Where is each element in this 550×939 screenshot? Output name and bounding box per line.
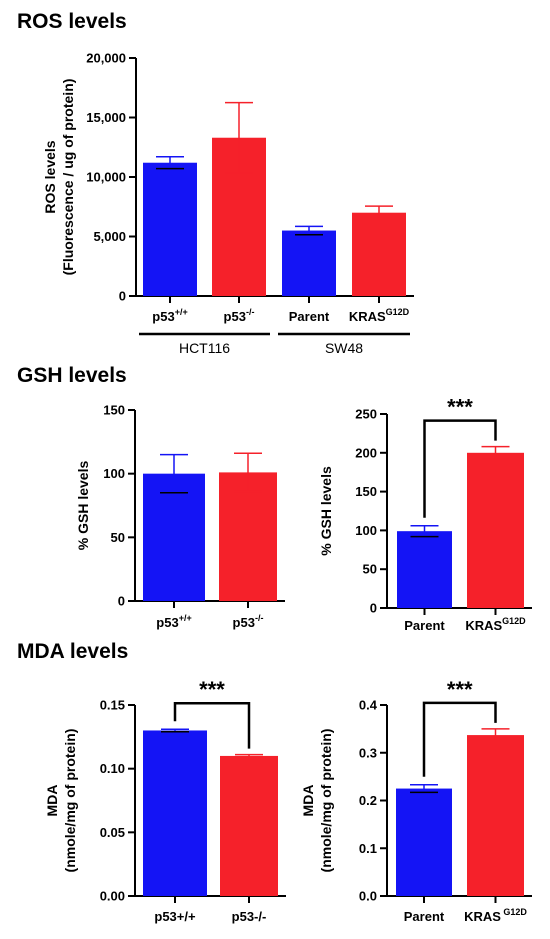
category-label: p53-/- <box>233 613 264 630</box>
significance-bracket <box>423 419 497 518</box>
y-tick-label: 100 <box>103 466 125 481</box>
bar <box>397 531 452 608</box>
bar <box>220 755 278 896</box>
y-axis-label: (nmole/mg of protein) <box>318 729 334 873</box>
category-label: p53-/- <box>232 909 267 924</box>
bar <box>219 472 277 601</box>
chart-gsh-sw48: 0 50 100 150 200 250 % GSH levels Parent KRASG12… <box>318 395 532 633</box>
y-axis-label: (nmole/mg of protein) <box>62 729 78 873</box>
bar <box>143 162 197 296</box>
y-tick-label: 0.15 <box>100 698 125 713</box>
significance-stars: *** <box>447 395 473 420</box>
y-axis-label: % GSH levels <box>75 461 91 551</box>
section-title-mda: MDA levels <box>17 640 129 663</box>
category-label: Parent <box>404 909 445 924</box>
y-tick-label: 100 <box>355 523 377 538</box>
category-label: Parent <box>404 618 445 633</box>
bar <box>143 730 207 896</box>
y-axis-label: ROS levels <box>42 140 58 213</box>
category-label: KRASG12D <box>349 307 410 324</box>
y-tick-label: 0.4 <box>359 698 378 713</box>
y-tick-label: 50 <box>363 562 377 577</box>
chart-mda-sw48: 0.0 0.1 0.2 0.3 0.4 MDA (nmole/mg of protein) P… <box>300 677 532 924</box>
bar <box>352 212 406 296</box>
y-tick-label: 0.00 <box>100 889 125 904</box>
y-tick-label: 20,000 <box>86 51 126 66</box>
bar <box>282 230 336 296</box>
y-axis-label: (Fluorescence / ug of protein) <box>60 79 76 276</box>
category-label: p53-/- <box>224 307 255 324</box>
chart-mda-hct116: 0.00 0.05 0.10 0.15 MDA (nmole/mg of protein)… <box>44 677 286 924</box>
y-tick-label: 150 <box>355 484 377 499</box>
category-label: KRAS G12D <box>464 907 527 924</box>
y-tick-label: 0 <box>118 594 125 609</box>
y-tick-label: 5,000 <box>93 229 126 244</box>
chart-ros: 0 5,000 10,000 15,000 20,000 ROS levels (Fluor… <box>42 51 414 356</box>
y-tick-label: 50 <box>111 530 125 545</box>
y-tick-label: 0.05 <box>100 825 125 840</box>
y-tick-label: 200 <box>355 445 377 460</box>
category-label: Parent <box>289 309 330 324</box>
group-label: HCT116 <box>179 340 230 356</box>
y-tick-label: 15,000 <box>86 110 126 125</box>
chart-gsh-hct116: 0 50 100 150 % GSH levels p53+/+ p53-/- <box>75 403 285 630</box>
y-tick-label: 150 <box>103 403 125 418</box>
y-tick-label: 0.0 <box>359 889 377 904</box>
y-axis-label: MDA <box>44 785 60 817</box>
category-label: p53+/+ <box>152 307 187 324</box>
y-tick-label: 0.10 <box>100 761 125 776</box>
y-axis-label: MDA <box>300 785 316 817</box>
y-tick-label: 0.3 <box>359 745 377 760</box>
bar <box>396 788 452 896</box>
y-tick-label: 0 <box>119 289 126 304</box>
section-title-gsh: GSH levels <box>17 364 127 387</box>
bar <box>143 473 205 601</box>
y-axis-label: % GSH levels <box>318 466 334 556</box>
category-label: KRASG12D <box>465 616 526 633</box>
y-tick-label: 0.2 <box>359 793 377 808</box>
significance-bracket <box>422 701 497 777</box>
bar <box>467 452 524 608</box>
category-label: p53+/+ <box>154 909 196 924</box>
group-label: SW48 <box>325 340 363 356</box>
section-title-ros: ROS levels <box>17 10 127 33</box>
significance-stars: *** <box>199 677 225 702</box>
y-tick-label: 10,000 <box>86 170 126 185</box>
significance-stars: *** <box>447 677 473 702</box>
category-label: p53+/+ <box>156 613 191 630</box>
y-tick-label: 0 <box>370 601 377 616</box>
bar <box>467 735 524 896</box>
y-tick-label: 0.1 <box>359 841 377 856</box>
significance-bracket <box>173 701 251 749</box>
y-tick-label: 250 <box>355 407 377 422</box>
